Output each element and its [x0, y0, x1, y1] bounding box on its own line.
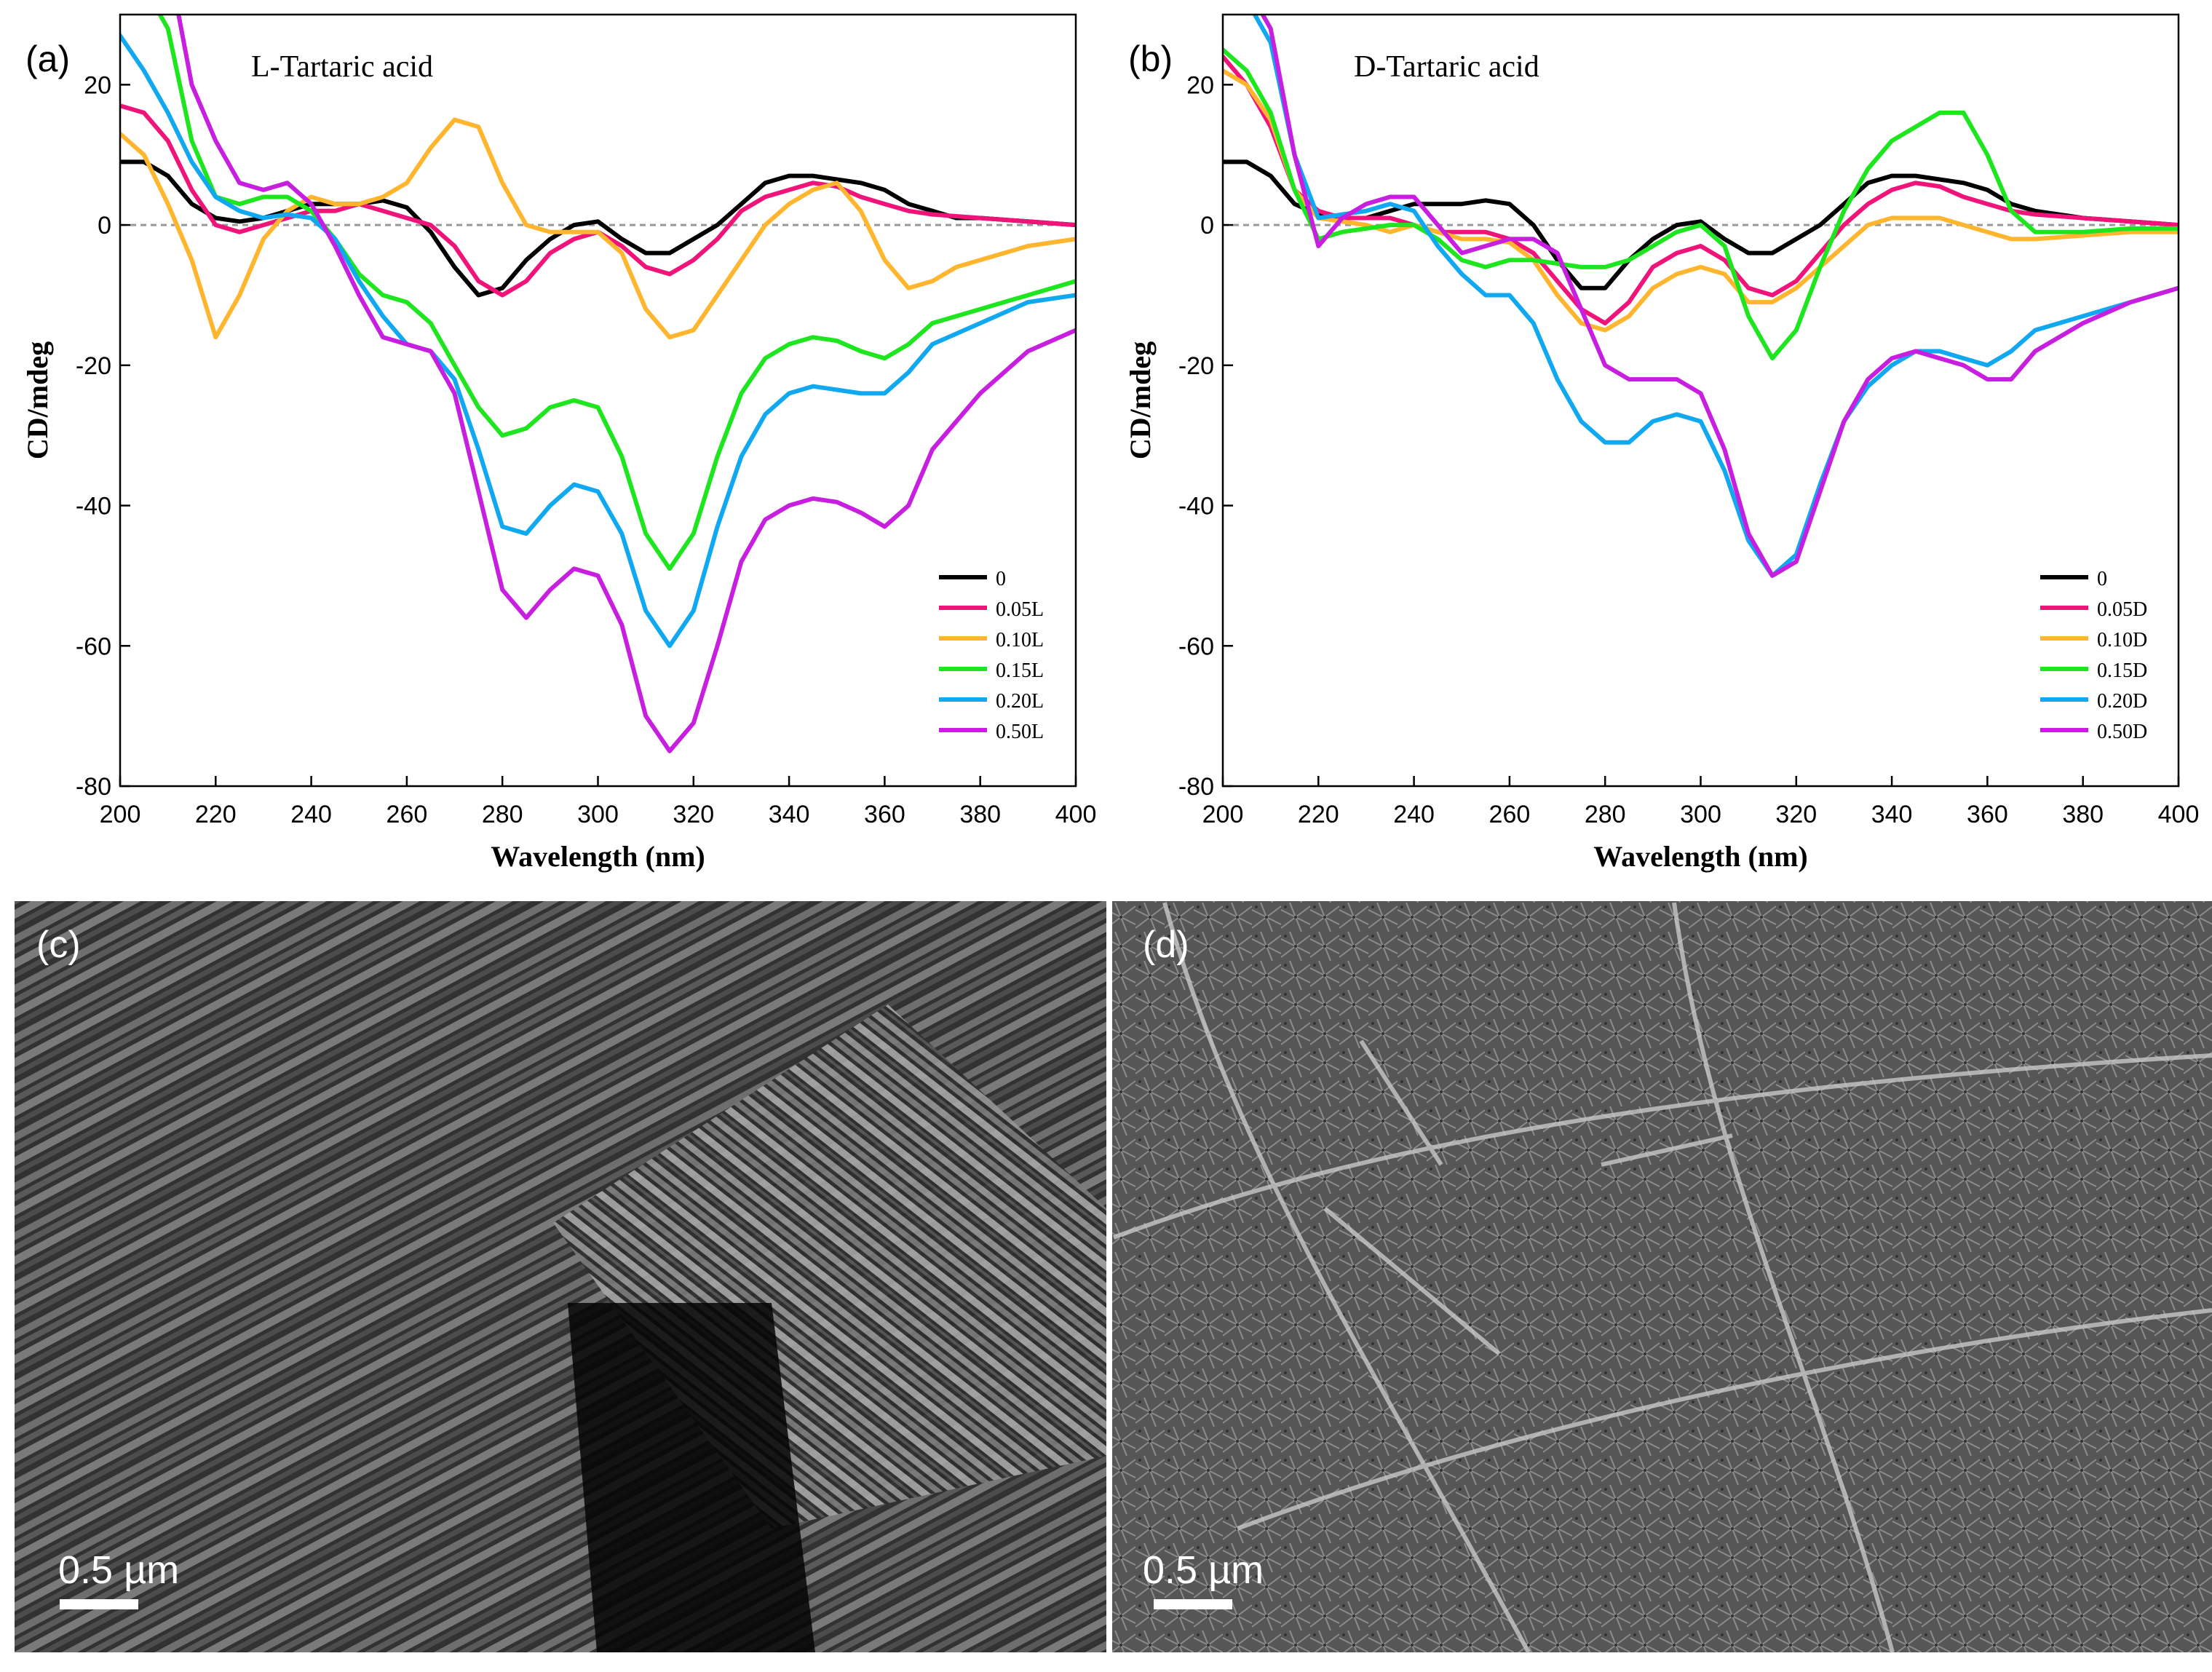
- x-tick-label: 400: [2158, 801, 2200, 828]
- plot-frame: [1221, 13, 2180, 788]
- series-line-0.10L: [120, 117, 1076, 340]
- scale-bar-text-c: 0.5 µm: [58, 1548, 179, 1592]
- y-tick-label: 20: [84, 71, 111, 99]
- legend-label-0: 0: [996, 568, 1006, 590]
- legend-label-0.10D: 0.10D: [2097, 629, 2147, 651]
- x-tick-label: 200: [100, 801, 141, 828]
- x-tick-label: 320: [673, 801, 714, 828]
- sem-fibrils-d: [1112, 902, 2212, 1654]
- series-line-0.20L: [120, 33, 1076, 649]
- x-tick-label: 240: [290, 801, 332, 828]
- legend-label-0.20D: 0.20D: [2097, 690, 2147, 713]
- sem-image-d: [1112, 901, 2212, 1652]
- legend-label-0.50D: 0.50D: [2097, 721, 2147, 743]
- sem-panel-c: (c) 0.5 µm: [15, 901, 1106, 1652]
- x-tick-label: 380: [2062, 801, 2104, 828]
- scale-bar-c: [60, 1599, 138, 1609]
- y-tick-label: 0: [98, 212, 111, 239]
- y-tick-label: -20: [76, 352, 111, 380]
- legend-label-0.10L: 0.10L: [996, 629, 1044, 651]
- y-axis-title: CD/mdeg: [1124, 341, 1157, 459]
- panel-label-b: (b): [1128, 39, 1173, 79]
- x-tick-label: 360: [864, 801, 905, 828]
- y-axis-title: CD/mdeg: [21, 341, 54, 459]
- y-tick-label: -80: [1178, 773, 1214, 801]
- panel-label-d: (d): [1143, 924, 1189, 966]
- y-tick-label: -60: [1178, 633, 1214, 660]
- panel-label-a: (a): [25, 39, 70, 79]
- legend-label-0.05L: 0.05L: [996, 598, 1044, 621]
- scale-bar-d: [1154, 1599, 1232, 1609]
- x-tick-label: 220: [1298, 801, 1339, 828]
- chart-panel-b: 200 220 240 260 280 300 320 340 360 380 400-80-60-…: [1124, 13, 2200, 873]
- x-tick-label: 340: [1871, 801, 1913, 828]
- y-tick-label: -40: [1178, 493, 1214, 520]
- y-tick-label: 0: [1200, 212, 1214, 239]
- x-tick-label: 360: [1967, 801, 2008, 828]
- x-tick-label: 340: [769, 801, 810, 828]
- series-line-0.15L: [157, 15, 1076, 571]
- plot-frame: [119, 13, 1077, 788]
- x-tick-label: 300: [1680, 801, 1721, 828]
- chart-panel-a: 200 220 240 260 280 300 320 340 360 380 400-80-60-…: [21, 13, 1097, 873]
- y-tick-label: -60: [76, 633, 111, 660]
- series-line-0.10D: [1223, 68, 2179, 333]
- legend-label-0: 0: [2097, 568, 2107, 590]
- x-axis-title: Wavelength (nm): [1593, 840, 1807, 873]
- series-group: [1223, 15, 2179, 578]
- scale-bar-text-d: 0.5 µm: [1143, 1548, 1264, 1592]
- chart-title-b: D-Tartaric acid: [1354, 50, 1539, 84]
- x-tick-label: 320: [1775, 801, 1817, 828]
- series-line-0.05L: [120, 103, 1076, 298]
- sem-shadow-c: [568, 1303, 815, 1652]
- x-axis-title: Wavelength (nm): [491, 840, 705, 873]
- legend-label-0.20L: 0.20L: [996, 690, 1044, 713]
- x-tick-label: 260: [1489, 801, 1531, 828]
- x-tick-label: 280: [1585, 801, 1626, 828]
- series-line-0.05D: [1223, 54, 2179, 325]
- legend-label-0.15D: 0.15D: [2097, 659, 2147, 682]
- series-line-0.50L: [176, 15, 1076, 753]
- y-tick-label: 20: [1186, 71, 1214, 99]
- sem-panel-d: (d) 0.5 µm: [1112, 901, 2212, 1654]
- legend-label-0.50L: 0.50L: [996, 721, 1044, 743]
- series-line-0: [120, 159, 1076, 298]
- x-tick-label: 400: [1055, 801, 1097, 828]
- chart-title-a: L-Tartaric acid: [251, 50, 433, 84]
- series-line-0.15D: [1223, 47, 2179, 361]
- y-tick-label: -80: [76, 773, 111, 801]
- series-line-0.50D: [1260, 15, 2179, 578]
- x-tick-label: 240: [1393, 801, 1435, 828]
- x-tick-label: 280: [482, 801, 523, 828]
- panel-label-c: (c): [36, 924, 81, 966]
- series-line-0.20D: [1252, 15, 2179, 578]
- series-group: [120, 15, 1076, 753]
- x-tick-label: 220: [195, 801, 237, 828]
- legend-label-0.15L: 0.15L: [996, 659, 1044, 682]
- x-tick-label: 300: [577, 801, 619, 828]
- y-tick-label: -20: [1178, 352, 1214, 380]
- y-tick-label: -40: [76, 493, 111, 520]
- legend-label-0.05D: 0.05D: [2097, 598, 2147, 621]
- x-tick-label: 260: [386, 801, 428, 828]
- legend: 0 0.05D 0.10D 0.15D 0.20D 0.50D: [2040, 568, 2147, 743]
- legend: 0 0.05L 0.10L 0.15L 0.20L 0.50L: [939, 568, 1044, 743]
- x-tick-label: 380: [959, 801, 1001, 828]
- x-tick-label: 200: [1202, 801, 1244, 828]
